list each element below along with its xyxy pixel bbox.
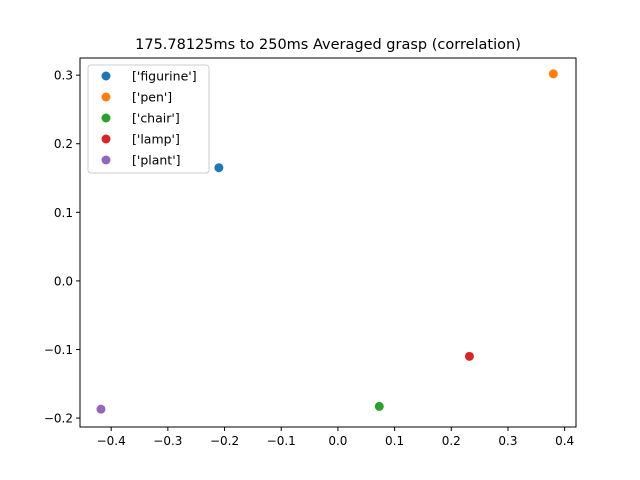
legend-marker xyxy=(101,155,111,165)
legend-label: ['plant'] xyxy=(132,153,181,168)
x-tick-label: −0.3 xyxy=(153,434,182,448)
scatter-point xyxy=(214,163,224,173)
y-tick-label: 0.0 xyxy=(54,274,73,288)
points-layer xyxy=(96,69,558,414)
y-tick-label: −0.2 xyxy=(44,412,73,426)
x-tick-label: 0.2 xyxy=(442,434,461,448)
legend-marker xyxy=(101,134,111,144)
scatter-point xyxy=(548,69,558,79)
x-tick-label: −0.1 xyxy=(267,434,296,448)
chart-title: 175.78125ms to 250ms Averaged grasp (cor… xyxy=(135,37,521,53)
y-tick-label: 0.2 xyxy=(54,137,73,151)
legend-marker xyxy=(101,92,111,102)
x-tick-label: 0.0 xyxy=(328,434,347,448)
scatter-point xyxy=(374,401,384,411)
legend-label: ['pen'] xyxy=(132,90,172,105)
y-tick-label: 0.3 xyxy=(54,69,73,83)
legend-label: ['figurine'] xyxy=(132,69,197,84)
y-tick-label: −0.1 xyxy=(44,343,73,357)
scatter-point xyxy=(464,351,474,361)
legend-label: ['lamp'] xyxy=(132,132,180,147)
scatter-point xyxy=(96,404,106,414)
y-tick-label: 0.1 xyxy=(54,206,73,220)
legend: ['figurine'] ['pen'] ['chair'] ['lamp'] ['pl… xyxy=(87,64,210,174)
ticks-layer: −0.4 −0.3 −0.2 −0.1 0.0 0.1 0.2 0.3 0.4 −0.2 −0.1 0… xyxy=(44,69,574,448)
x-tick-label: −0.2 xyxy=(210,434,239,448)
legend-marker xyxy=(101,71,111,81)
x-tick-label: −0.4 xyxy=(97,434,126,448)
plot-frame xyxy=(79,57,577,428)
x-tick-label: 0.3 xyxy=(498,434,517,448)
legend-label: ['chair'] xyxy=(132,111,180,126)
legend-marker xyxy=(101,113,111,123)
legend-frame xyxy=(87,64,210,174)
x-tick-label: 0.4 xyxy=(555,434,574,448)
x-tick-label: 0.1 xyxy=(385,434,404,448)
